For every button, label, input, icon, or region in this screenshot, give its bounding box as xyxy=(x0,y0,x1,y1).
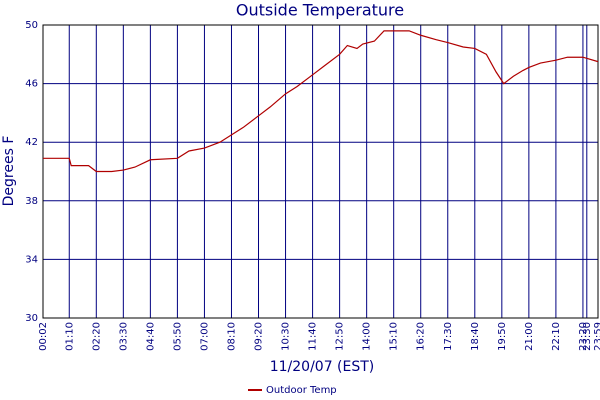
y-tick-label: 42 xyxy=(25,137,38,148)
y-tick-label: 46 xyxy=(25,79,38,90)
y-tick-label: 34 xyxy=(25,254,38,265)
x-tick-label: 05:50 xyxy=(172,322,183,351)
x-axis-title: 11/20/07 (EST) xyxy=(270,359,375,375)
x-tick-label: 00:02 xyxy=(38,322,49,351)
chart-title: Outside Temperature xyxy=(236,1,404,20)
x-tick-label: 22:10 xyxy=(551,322,562,351)
legend-label: Outdoor Temp xyxy=(266,385,337,396)
x-tick-label: 09:20 xyxy=(254,322,265,351)
x-tick-label: 23:30 xyxy=(582,322,593,351)
x-tick-label: 12:50 xyxy=(335,322,346,351)
x-tick-label: 11:40 xyxy=(308,322,319,351)
x-tick-label: 23:20 xyxy=(578,322,589,351)
x-tick-label: 04:40 xyxy=(145,322,156,351)
x-tick-label: 19:50 xyxy=(497,322,508,351)
x-tick-label: 03:30 xyxy=(118,322,129,351)
x-tick-label: 17:30 xyxy=(443,322,454,351)
x-tick-label: 18:40 xyxy=(470,322,481,351)
y-tick-label: 30 xyxy=(25,313,38,324)
x-tick-label: 01:10 xyxy=(64,322,75,351)
x-tick-label: 21:00 xyxy=(524,322,535,351)
x-tick-label: 16:20 xyxy=(416,322,427,351)
x-tick-label: 02:20 xyxy=(91,322,102,351)
x-tick-label: 23:59 xyxy=(593,322,600,351)
x-tick-label: 14:00 xyxy=(362,322,373,351)
x-tick-label: 10:30 xyxy=(281,322,292,351)
y-tick-label: 50 xyxy=(25,20,38,31)
y-tick-label: 38 xyxy=(25,196,38,207)
x-tick-label: 15:10 xyxy=(389,322,400,351)
x-tick-label: 07:00 xyxy=(199,322,210,351)
y-axis-title: Degrees F xyxy=(1,136,17,207)
line-series xyxy=(43,30,599,173)
x-tick-label: 08:10 xyxy=(226,322,237,351)
plot-frame xyxy=(42,24,599,319)
